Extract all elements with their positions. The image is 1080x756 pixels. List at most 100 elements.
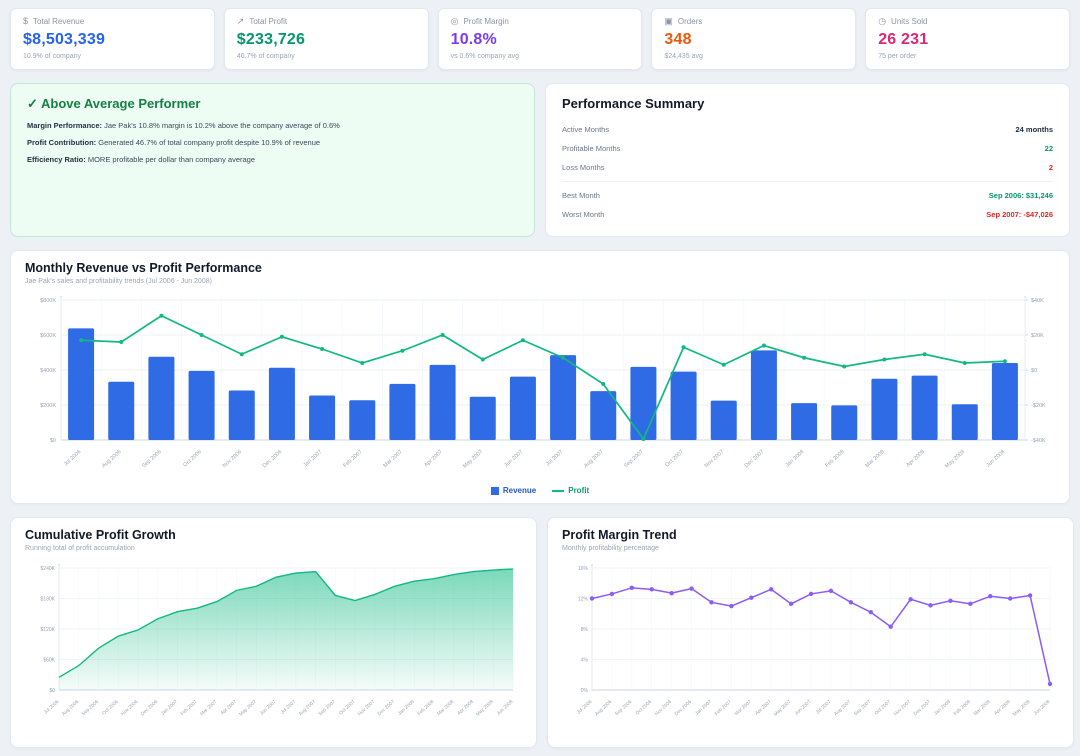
dollar-icon: $ [23, 16, 29, 26]
kpi-label: Units Sold [891, 17, 928, 26]
svg-text:Jun 2008: Jun 2008 [496, 699, 515, 717]
svg-text:16%: 16% [578, 566, 589, 572]
summary-label: Profitable Months [562, 144, 621, 153]
cumulative-chart-card: Cumulative Profit Growth Running total o… [10, 517, 537, 748]
kpi-header: ◷ Units Sold [878, 17, 1057, 27]
summary-label: Worst Month [562, 210, 605, 219]
svg-text:Sep 2006: Sep 2006 [81, 699, 101, 717]
svg-text:Jan 2007: Jan 2007 [160, 699, 179, 717]
kpi-card: ▣ Orders 348 $24,435 avg [651, 8, 857, 70]
svg-text:Nov 2006: Nov 2006 [120, 699, 140, 717]
legend-item-revenue[interactable]: Revenue [490, 486, 537, 495]
svg-text:Jun 2008: Jun 2008 [985, 449, 1006, 469]
svg-text:May 2008: May 2008 [475, 699, 495, 718]
svg-text:Oct 2006: Oct 2006 [101, 699, 120, 717]
kpi-subtext: 75 per order [878, 53, 917, 60]
summary-row: Best Month Sep 2006: $31,246 [562, 186, 1053, 205]
legend-revenue-label: Revenue [502, 486, 537, 495]
insight-title: ✓ Above Average Performer [27, 96, 201, 111]
bottom-row: Cumulative Profit Growth Running total o… [10, 517, 1074, 748]
svg-text:$40K: $40K [1031, 298, 1044, 304]
summary-row: Loss Months 2 [562, 158, 1053, 177]
svg-text:Mar 2008: Mar 2008 [973, 699, 992, 717]
svg-text:Sep 2006: Sep 2006 [141, 449, 163, 469]
kpi-subtext: 46.7% of company [236, 53, 295, 60]
summary-rows: Active Months 24 months Profitable Months 2… [562, 120, 1053, 224]
kpi-value: 26 231 [878, 31, 929, 48]
svg-text:Jan 2008: Jan 2008 [785, 449, 806, 469]
svg-text:Aug 2006: Aug 2006 [101, 449, 123, 469]
svg-text:0%: 0% [581, 688, 589, 694]
margin-chart-card: Profit Margin Trend Monthly profitabilit… [547, 517, 1074, 748]
summary-value: 24 months [1015, 125, 1053, 134]
kpi-header: ◎ Profit Margin [451, 17, 630, 27]
svg-text:Nov 2007: Nov 2007 [704, 449, 726, 469]
svg-text:May 2007: May 2007 [238, 699, 258, 718]
svg-text:May 2007: May 2007 [462, 449, 484, 470]
svg-text:4%: 4% [581, 658, 589, 664]
insight-lines: Margin Performance: Jae Pak's 10.8% marg… [27, 121, 518, 164]
kpi-row: $ Total Revenue $8,503,339 10.9% of company… [10, 8, 1070, 70]
svg-text:Apr 2007: Apr 2007 [754, 699, 773, 717]
trend-up-icon: ↗ [236, 16, 245, 26]
kpi-label: Total Revenue [33, 17, 85, 26]
svg-text:Aug 2007: Aug 2007 [583, 449, 605, 469]
svg-text:8%: 8% [581, 627, 589, 633]
svg-text:$180K: $180K [41, 597, 56, 603]
svg-text:Dec 2007: Dec 2007 [913, 699, 933, 717]
second-row: ✓ Above Average Performer Margin Perform… [10, 83, 1070, 237]
cumulative-chart-subtitle: Running total of profit accumulation [25, 545, 135, 552]
svg-text:Feb 2008: Feb 2008 [953, 699, 972, 717]
svg-text:Nov 2006: Nov 2006 [222, 449, 244, 469]
svg-text:Feb 2007: Feb 2007 [714, 699, 733, 717]
svg-text:$0: $0 [1031, 368, 1037, 374]
kpi-card: ◎ Profit Margin 10.8% vs 0.6% company avg [437, 8, 643, 70]
summary-value: Sep 2006: $31,246 [988, 191, 1053, 200]
svg-text:Sep 2007: Sep 2007 [623, 449, 645, 469]
svg-text:Jun 2008: Jun 2008 [1033, 699, 1052, 717]
summary-value: 22 [1044, 144, 1053, 153]
main-chart-subtitle: Jae Pak's sales and profitability trends… [25, 278, 212, 285]
kpi-subtext: $24,435 avg [664, 53, 703, 60]
svg-text:Sep 2006: Sep 2006 [614, 699, 634, 717]
summary-label: Best Month [562, 191, 600, 200]
kpi-card: ↗ Total Profit $233,726 46.7% of company [223, 8, 429, 70]
svg-text:Dec 2007: Dec 2007 [377, 699, 397, 717]
kpi-value: $8,503,339 [23, 31, 106, 48]
legend-profit-label: Profit [568, 486, 590, 495]
kpi-label: Profit Margin [463, 17, 509, 26]
kpi-subtext: vs 0.6% company avg [450, 53, 520, 60]
svg-text:Feb 2008: Feb 2008 [416, 699, 435, 717]
svg-text:$0: $0 [49, 688, 55, 694]
kpi-label: Orders [677, 17, 703, 26]
svg-text:Oct 2006: Oct 2006 [635, 699, 654, 717]
profit-margin-chart: 0% 4% 8% 12% 16% Jul 2006 Aug 2006 Sep 2006 Oct … [562, 556, 1059, 739]
svg-text:Jul 2006: Jul 2006 [43, 699, 61, 716]
svg-text:Feb 2008: Feb 2008 [824, 449, 845, 469]
svg-text:$600K: $600K [40, 333, 56, 339]
kpi-label: Total Profit [249, 17, 288, 26]
svg-text:Jul 2007: Jul 2007 [280, 699, 298, 716]
svg-text:Apr 2008: Apr 2008 [993, 699, 1012, 717]
summary-label: Loss Months [562, 163, 605, 172]
svg-text:Oct 2007: Oct 2007 [664, 449, 685, 468]
svg-text:Mar 2008: Mar 2008 [436, 699, 455, 717]
main-chart-card: Monthly Revenue vs Profit Performance Ja… [10, 250, 1070, 504]
legend-item-profit[interactable]: Profit [552, 486, 589, 495]
svg-text:Sep 2007: Sep 2007 [853, 699, 873, 717]
svg-text:Aug 2007: Aug 2007 [298, 699, 318, 717]
revenue-profit-chart: $0 $200K $400K $600K $800K -$40K -$20K $0 $20K $4… [25, 289, 1055, 486]
svg-text:$200K: $200K [40, 403, 56, 409]
svg-text:May 2008: May 2008 [944, 449, 966, 470]
summary-row: Active Months 24 months [562, 120, 1053, 139]
insight-line: Efficiency Ratio: MORE profitable per do… [27, 155, 256, 164]
svg-text:Nov 2007: Nov 2007 [357, 699, 377, 717]
svg-text:Apr 2007: Apr 2007 [220, 699, 239, 717]
svg-text:Apr 2008: Apr 2008 [905, 449, 926, 468]
svg-text:$400K: $400K [40, 368, 56, 374]
svg-text:Dec 2007: Dec 2007 [744, 449, 766, 469]
svg-text:12%: 12% [578, 597, 589, 603]
profit-swatch-icon [552, 489, 565, 492]
svg-text:Jan 2007: Jan 2007 [694, 699, 713, 717]
